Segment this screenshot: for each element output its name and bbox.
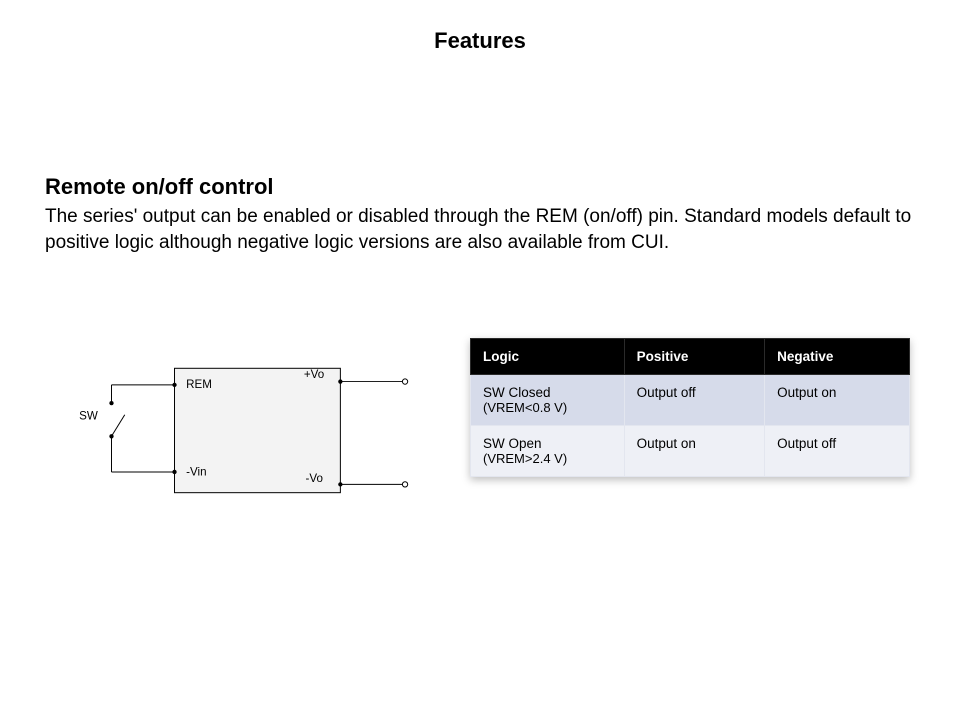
logic-main: SW Closed — [483, 385, 551, 400]
cell-positive: Output on — [624, 426, 764, 477]
label-nvin: -Vin — [186, 465, 206, 478]
logic-table: Logic Positive Negative SW Closed (VREM<… — [470, 338, 910, 477]
content-area: Remote on/off control The series' output… — [0, 54, 960, 255]
cell-logic: SW Open (VREM>2.4 V) — [471, 426, 625, 477]
cell-negative: Output off — [765, 426, 910, 477]
logic-sub: (VREM>2.4 V) — [483, 451, 567, 466]
logic-main: SW Open — [483, 436, 542, 451]
cell-negative: Output on — [765, 375, 910, 426]
table-row: SW Closed (VREM<0.8 V) Output off Output… — [471, 375, 910, 426]
label-pvo: +Vo — [304, 368, 324, 381]
th-positive: Positive — [624, 339, 764, 375]
switch-arm — [111, 415, 124, 437]
cell-logic: SW Closed (VREM<0.8 V) — [471, 375, 625, 426]
table-row: SW Open (VREM>2.4 V) Output on Output of… — [471, 426, 910, 477]
label-nvo: -Vo — [306, 472, 323, 485]
logic-sub: (VREM<0.8 V) — [483, 400, 567, 415]
section-body: The series' output can be enabled or dis… — [45, 204, 920, 255]
label-rem: REM — [186, 378, 212, 391]
th-negative: Negative — [765, 339, 910, 375]
section-heading: Remote on/off control — [45, 174, 920, 200]
label-sw: SW — [79, 410, 98, 423]
page-title: Features — [0, 0, 960, 54]
open-terminals — [402, 379, 407, 487]
table-header-row: Logic Positive Negative — [471, 339, 910, 375]
cell-positive: Output off — [624, 375, 764, 426]
schematic-diagram: SW REM +Vo -Vin -Vo — [75, 338, 415, 518]
th-logic: Logic — [471, 339, 625, 375]
